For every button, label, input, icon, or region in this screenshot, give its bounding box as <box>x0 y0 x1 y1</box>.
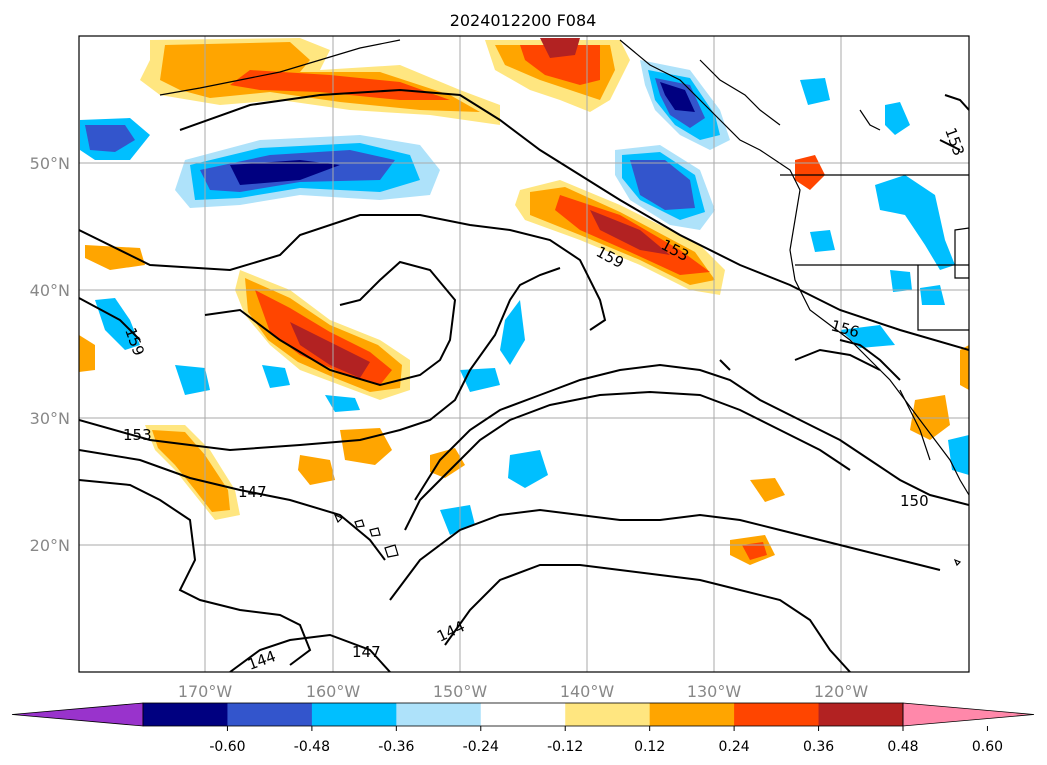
negative-anomaly-small-5 <box>500 300 525 365</box>
negative-anomaly-small-2 <box>262 365 290 388</box>
colorbar-tick-label: 0.24 <box>719 739 750 755</box>
lat-label: 50°N <box>30 154 70 173</box>
negative-anomaly-small-4 <box>460 368 500 392</box>
positive-anomaly-east-edge <box>960 345 969 390</box>
lon-label: 140°W <box>560 682 615 701</box>
colorbar-extend-high <box>902 702 1035 727</box>
negative-anomaly-inland-5 <box>890 270 912 292</box>
lat-label: 20°N <box>30 536 70 555</box>
positive-anomaly-gulf-peak <box>540 38 580 58</box>
lon-label: 150°W <box>433 682 488 701</box>
map-frame <box>78 35 970 673</box>
colorbar-segment <box>480 703 566 726</box>
colorbar-segment <box>396 703 482 726</box>
coastlines <box>159 39 969 496</box>
height-contours <box>79 88 969 672</box>
colorbar-tick-label: -0.60 <box>209 739 245 755</box>
lat-label: 40°N <box>30 281 70 300</box>
colorbar-tick-label: 0.36 <box>803 739 834 755</box>
positive-anomaly-gulf-core <box>520 45 600 85</box>
colorbar-segment <box>227 703 313 726</box>
map-area: 153 159 153 159 156 153 147 150 144 147 … <box>79 36 969 672</box>
colorbar-segment <box>311 703 397 726</box>
negative-anomaly-west-2 <box>95 298 140 350</box>
positive-anomaly-mid-ocean <box>340 428 392 465</box>
positive-anomaly-nw-coast-peak <box>590 210 670 255</box>
colorbar-tick-label: -0.48 <box>294 739 330 755</box>
lon-label: 130°W <box>687 682 742 701</box>
negative-anomaly-bc-coast-peak <box>660 82 695 112</box>
contour-label: 147 <box>238 483 267 501</box>
positive-anomaly-north-band-core <box>230 70 450 100</box>
positive-anomaly-west-edge <box>79 335 95 372</box>
colorbar-segment <box>649 703 735 726</box>
negative-anomaly-inland-1 <box>875 175 955 270</box>
colorbar-segment <box>734 703 820 726</box>
negative-anomaly-se-edge <box>948 435 969 475</box>
lat-label: 30°N <box>30 409 70 428</box>
negative-anomaly-small-6 <box>508 450 548 488</box>
positive-anomaly-bc-small <box>795 155 825 190</box>
negative-anomaly-small-3 <box>325 395 360 412</box>
positive-anomaly-mid-ocean-2 <box>298 455 335 485</box>
negative-anomaly-coast-s <box>840 325 895 348</box>
positive-anomaly-central-peak <box>290 322 370 378</box>
contour-label: 147 <box>352 643 381 661</box>
latitude-labels: 20°N 30°N 40°N 50°N <box>30 154 70 555</box>
negative-anomaly-small-1 <box>175 365 210 395</box>
colorbar-tick-label: -0.24 <box>463 739 499 755</box>
colorbar-frame <box>142 702 904 727</box>
lon-label: 160°W <box>306 682 361 701</box>
negative-anomaly-north-peak <box>230 160 340 185</box>
negative-anomaly-inland-3 <box>800 78 830 105</box>
colorbar-segment <box>818 703 904 726</box>
positive-anomaly-southwest-edge <box>85 245 145 270</box>
colorbar-tick-label: -0.36 <box>378 739 414 755</box>
positive-anomaly-se-core <box>742 542 767 560</box>
colorbar-segment <box>565 703 651 726</box>
colorbar-segment <box>143 703 228 726</box>
colorbar-extend-low <box>11 702 144 727</box>
contour-label: 150 <box>900 492 929 510</box>
lon-label: 120°W <box>814 682 869 701</box>
negative-anomaly-inland-4 <box>810 230 835 252</box>
islands <box>333 513 962 567</box>
colorbar-tick-label: -0.12 <box>547 739 583 755</box>
lon-label: 170°W <box>178 682 233 701</box>
figure-title: 2024012200 F084 <box>450 11 597 30</box>
longitude-labels: 170°W 160°W 150°W 140°W 130°W 120°W <box>178 682 869 701</box>
contour-label: 153 <box>123 426 152 444</box>
negative-anomaly-west-core <box>85 125 135 152</box>
colorbar-tick-label: 0.12 <box>634 739 665 755</box>
negative-anomaly-offshore-core <box>630 160 695 210</box>
positive-anomaly-south-west-inner <box>152 430 230 512</box>
shaded-anomalies <box>79 38 969 565</box>
colorbar-tick-label: 0.60 <box>972 739 1003 755</box>
colorbar: -0.60 -0.48 -0.36 -0.24 -0.12 0.12 0.24 0.36 0.4… <box>11 702 1035 755</box>
positive-anomaly-small-3 <box>430 448 465 478</box>
colorbar-tick-label: 0.48 <box>887 739 918 755</box>
positive-anomaly-se <box>750 478 785 502</box>
negative-anomaly-inland-2 <box>885 102 910 135</box>
